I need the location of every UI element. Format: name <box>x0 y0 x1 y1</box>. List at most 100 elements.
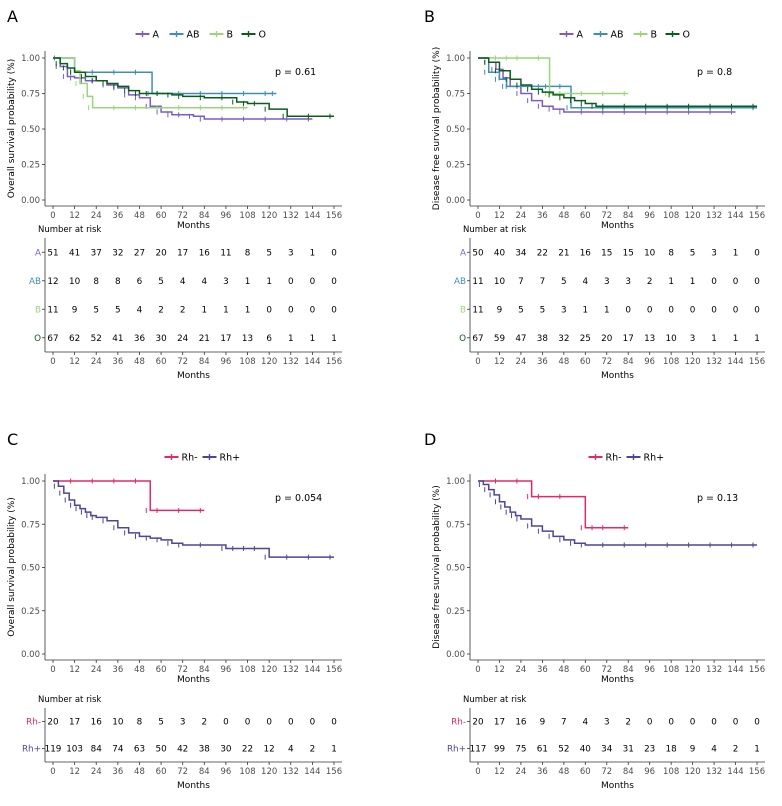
legend-label: Rh- <box>182 453 198 464</box>
y-tick-label: 0.00 <box>446 650 465 660</box>
risk-group-label: O <box>34 334 41 344</box>
y-tick-label: 0.25 <box>21 161 40 171</box>
risk-x-tick-label: 24 <box>91 767 102 777</box>
x-tick-label: 156 <box>749 211 765 221</box>
risk-count: 16 <box>515 718 527 728</box>
risk-count: 3 <box>180 718 186 728</box>
risk-x-tick-label: 60 <box>580 767 591 777</box>
risk-x-tick-label: 72 <box>601 357 612 367</box>
risk-count: 34 <box>601 745 613 755</box>
risk-count: 52 <box>91 334 102 344</box>
risk-count: 38 <box>537 334 548 344</box>
risk-count: 59 <box>494 334 505 344</box>
risk-group-label: B <box>460 305 466 315</box>
x-tick-label: 108 <box>239 211 255 221</box>
risk-count: 34 <box>515 248 527 258</box>
risk-count: 5 <box>158 277 164 287</box>
risk-count: 52 <box>558 745 569 755</box>
risk-count: 12 <box>264 745 275 755</box>
risk-count: 2 <box>625 718 631 728</box>
risk-count: 1 <box>223 305 229 315</box>
risk-x-axis-title: Months <box>177 781 210 791</box>
risk-count: 3 <box>625 277 631 287</box>
x-tick-label: 72 <box>177 665 188 675</box>
risk-count: 0 <box>754 248 760 258</box>
x-tick-label: 12 <box>69 211 80 221</box>
x-tick-label: 12 <box>69 665 80 675</box>
risk-count: 1 <box>733 248 739 258</box>
risk-x-tick-label: 96 <box>221 767 232 777</box>
x-tick-label: 156 <box>326 665 342 675</box>
risk-count: 119 <box>45 745 62 755</box>
risk-count: 3 <box>561 305 567 315</box>
x-tick-label: 48 <box>558 665 569 675</box>
risk-count: 31 <box>623 745 634 755</box>
p-value-label: p = 0.054 <box>275 493 322 504</box>
risk-count: 3 <box>223 277 229 287</box>
risk-count: 6 <box>137 277 143 287</box>
y-tick-label: 0.00 <box>21 650 40 660</box>
curve-a <box>478 57 736 113</box>
risk-x-tick-label: 156 <box>749 767 765 777</box>
risk-count: 1 <box>733 334 739 344</box>
risk-count: 0 <box>690 718 696 728</box>
risk-count: 30 <box>220 745 232 755</box>
risk-x-axis-title: Months <box>601 781 634 791</box>
risk-count: 1 <box>583 305 589 315</box>
risk-count: 8 <box>245 248 251 258</box>
risk-count: 0 <box>711 305 717 315</box>
risk-count: 10 <box>112 718 124 728</box>
y-tick-label: 0.00 <box>21 196 40 206</box>
y-tick-label: 0.50 <box>446 564 465 574</box>
risk-x-tick-label: 12 <box>494 767 505 777</box>
curve-o <box>478 57 757 108</box>
curve-rhneg <box>53 480 205 512</box>
risk-x-tick-label: 96 <box>644 357 655 367</box>
risk-count: 17 <box>623 334 634 344</box>
risk-count: 15 <box>601 248 612 258</box>
y-tick-label: 0.75 <box>446 520 465 530</box>
risk-count: 50 <box>155 745 167 755</box>
risk-x-tick-label: 84 <box>199 767 210 777</box>
risk-x-tick-label: 48 <box>558 767 569 777</box>
risk-count: 1 <box>331 745 337 755</box>
x-tick-label: 0 <box>475 211 480 221</box>
risk-count: 0 <box>625 305 631 315</box>
risk-x-tick-label: 108 <box>663 767 679 777</box>
y-tick-label: 0.00 <box>446 196 465 206</box>
panel-b: B0.000.250.500.751.000 12 24 36 48 60 72 84 96 10… <box>424 7 765 381</box>
risk-count: 5 <box>690 248 696 258</box>
risk-count: 24 <box>177 334 189 344</box>
x-tick-label: 48 <box>134 665 145 675</box>
risk-x-tick-label: 156 <box>749 357 765 367</box>
legend: A AB B O <box>135 30 266 41</box>
risk-count: 0 <box>288 718 294 728</box>
y-tick-label: 0.75 <box>21 520 40 530</box>
risk-count: 0 <box>331 277 337 287</box>
x-tick-label: 60 <box>156 665 167 675</box>
panel-d: D0.000.250.500.751.000 12 24 36 48 60 72 84 96 10… <box>424 430 765 791</box>
x-tick-label: 72 <box>601 211 612 221</box>
risk-group-label: AB <box>29 277 41 287</box>
risk-group-label: AB <box>454 277 466 287</box>
risk-count: 0 <box>754 718 760 728</box>
risk-count: 11 <box>472 305 483 315</box>
risk-x-axis-title: Months <box>601 371 634 381</box>
risk-count: 18 <box>666 745 677 755</box>
risk-count: 2 <box>310 745 316 755</box>
risk-count: 0 <box>711 718 717 728</box>
x-tick-label: 108 <box>239 665 255 675</box>
legend-label: Rh+ <box>220 453 241 464</box>
x-tick-label: 156 <box>326 211 342 221</box>
risk-group-label: Rh+ <box>447 745 466 755</box>
x-tick-label: 120 <box>684 211 700 221</box>
risk-x-tick-label: 132 <box>706 767 722 777</box>
risk-count: 2 <box>180 305 186 315</box>
risk-count: 1 <box>331 334 337 344</box>
risk-count: 8 <box>93 277 99 287</box>
panel-a: A0.000.250.500.751.000 12 24 36 48 60 72 84 96 10… <box>7 7 342 381</box>
risk-count: 0 <box>690 305 696 315</box>
